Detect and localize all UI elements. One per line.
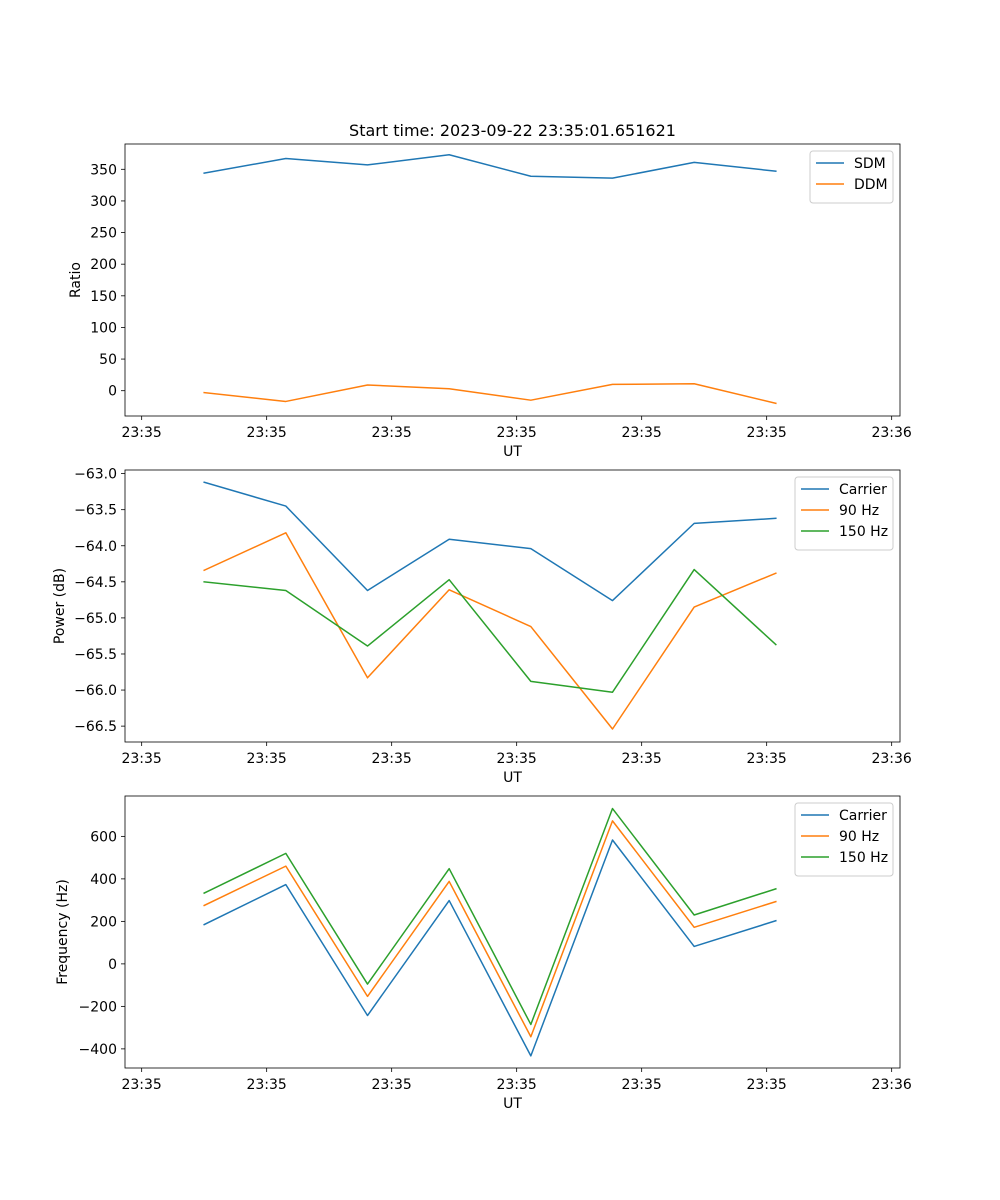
legend-label: SDM: [854, 156, 886, 172]
x-axis-label: UT: [503, 444, 522, 460]
x-tick-label: 23:35: [746, 1077, 786, 1093]
series-line-carrier: [203, 481, 777, 602]
y-tick-label: −63.5: [74, 503, 117, 519]
x-tick-label: 23:35: [121, 425, 161, 441]
x-tick-label: 23:35: [121, 1077, 161, 1093]
y-tick-label: 0: [108, 384, 117, 400]
x-tick-label: 23:35: [621, 425, 661, 441]
y-axis-label: Ratio: [68, 262, 84, 298]
y-tick-label: −66.5: [74, 719, 117, 735]
series-line-150-hz: [203, 568, 777, 693]
x-tick-label: 23:36: [871, 751, 911, 767]
x-tick-label: 23:35: [246, 751, 286, 767]
x-tick-label: 23:36: [871, 425, 911, 441]
y-tick-label: 150: [90, 289, 117, 305]
y-tick-label: 50: [99, 352, 117, 368]
chart-title: Start time: 2023-09-22 23:35:01.651621: [349, 121, 676, 140]
chart-panel-3: 23:35 23:35 23:35 23:35 23:35 23:35 23:36 −400 −…: [55, 795, 912, 1112]
y-tick-label: 600: [90, 829, 117, 845]
y-tick-label: 300: [90, 194, 117, 210]
y-axis-label: Frequency (Hz): [55, 879, 71, 985]
legend-label: Carrier: [839, 482, 887, 498]
legend-label: 150 Hz: [839, 850, 888, 866]
legend-box: [809, 150, 894, 204]
x-tick-label: 23:35: [621, 751, 661, 767]
y-tick-label: −64.5: [74, 575, 117, 591]
x-tick-label: 23:35: [246, 425, 286, 441]
legend-label: DDM: [854, 177, 888, 193]
y-tick-label: 200: [90, 914, 117, 930]
legend: Carrier 90 Hz 150 Hz: [794, 802, 894, 877]
y-tick-label: −63.0: [74, 467, 117, 483]
y-tick-label: 250: [90, 226, 117, 242]
y-axis-label: Power (dB): [52, 568, 68, 644]
legend-label: 150 Hz: [839, 524, 888, 540]
y-tick-label: 400: [90, 872, 117, 888]
x-tick-label: 23:35: [246, 1077, 286, 1093]
y-tick-label: −66.0: [74, 683, 117, 699]
series-line-150-hz: [203, 807, 777, 1026]
chart-panel-2: 23:35 23:35 23:35 23:35 23:35 23:35 23:36 −66.5…: [52, 467, 912, 786]
chart-panel-1: 23:35 23:35 23:35 23:35 23:35 23:35 23:36 0 50 10…: [68, 121, 912, 460]
x-tick-label: 23:35: [121, 751, 161, 767]
y-tick-label: −200: [79, 999, 117, 1015]
x-tick-label: 23:35: [371, 425, 411, 441]
y-tick-label: 100: [90, 320, 117, 336]
legend-label: 90 Hz: [839, 503, 879, 519]
x-tick-label: 23:35: [496, 751, 536, 767]
x-tick-label: 23:36: [871, 1077, 911, 1093]
series-line-carrier: [203, 839, 777, 1057]
x-tick-label: 23:35: [371, 751, 411, 767]
y-tick-label: 350: [90, 162, 117, 178]
axes-frame: [124, 795, 901, 1069]
legend: Carrier 90 Hz 150 Hz: [794, 476, 894, 551]
series-line-sdm: [203, 154, 777, 179]
x-tick-label: 23:35: [371, 1077, 411, 1093]
x-axis-label: UT: [503, 1096, 522, 1112]
legend-label: 90 Hz: [839, 829, 879, 845]
x-tick-label: 23:35: [496, 425, 536, 441]
y-tick-label: −65.0: [74, 611, 117, 627]
series-line-ddm: [203, 382, 777, 405]
axes-frame: [124, 469, 901, 743]
legend-label: Carrier: [839, 808, 887, 824]
x-tick-label: 23:35: [746, 425, 786, 441]
y-tick-label: −65.5: [74, 647, 117, 663]
x-axis-label: UT: [503, 770, 522, 786]
y-tick-label: −64.0: [74, 539, 117, 555]
axes-frame: [124, 143, 901, 417]
legend: SDM DDM: [809, 150, 894, 204]
y-tick-label: 0: [108, 957, 117, 973]
y-tick-label: −400: [79, 1042, 117, 1058]
x-tick-label: 23:35: [746, 751, 786, 767]
y-tick-label: 200: [90, 257, 117, 273]
x-tick-label: 23:35: [621, 1077, 661, 1093]
series-line-90-hz: [203, 532, 777, 730]
x-tick-label: 23:35: [496, 1077, 536, 1093]
series-line-90-hz: [203, 820, 777, 1038]
